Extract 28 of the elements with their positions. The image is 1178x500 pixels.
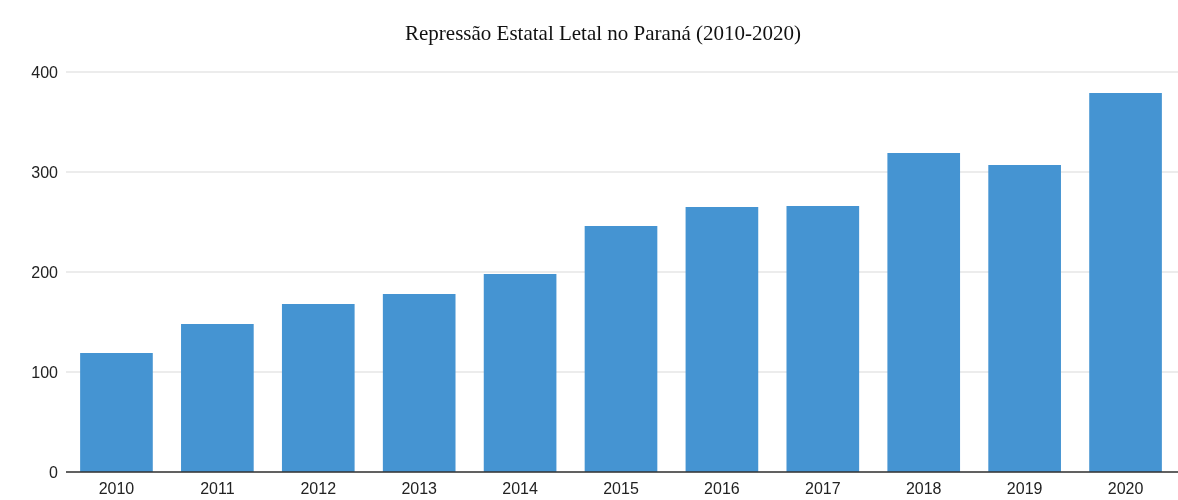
bar — [80, 353, 153, 472]
chart-title: Repressão Estatal Letal no Paraná (2010-2020) — [405, 21, 801, 45]
x-tick-label: 2011 — [200, 480, 235, 497]
bar — [584, 226, 658, 472]
y-tick-label: 200 — [31, 263, 59, 281]
x-tick-label: 2017 — [805, 480, 841, 497]
y-tick-label: 300 — [31, 163, 59, 181]
x-tick-label: 2012 — [300, 480, 337, 497]
bar — [988, 165, 1061, 472]
x-tick-label: 2019 — [1006, 480, 1043, 497]
x-tick-label: 2010 — [98, 480, 135, 497]
x-tick-label: 2018 — [905, 480, 942, 497]
x-tick-label: 2016 — [704, 480, 740, 497]
bar — [281, 304, 355, 472]
x-tick-label: 2015 — [603, 480, 639, 497]
bar — [887, 153, 961, 472]
y-tick-label: 100 — [31, 363, 59, 381]
bar — [1089, 93, 1162, 472]
x-tick-label: 2020 — [1107, 480, 1144, 497]
x-tick-label: 2014 — [502, 480, 538, 497]
y-tick-label: 400 — [31, 63, 59, 81]
bar — [382, 294, 456, 472]
bar — [786, 206, 860, 472]
bar — [181, 324, 254, 472]
y-tick-label: 0 — [49, 463, 59, 481]
bar — [483, 274, 557, 472]
bar — [685, 207, 759, 472]
x-tick-label: 2013 — [401, 480, 438, 497]
